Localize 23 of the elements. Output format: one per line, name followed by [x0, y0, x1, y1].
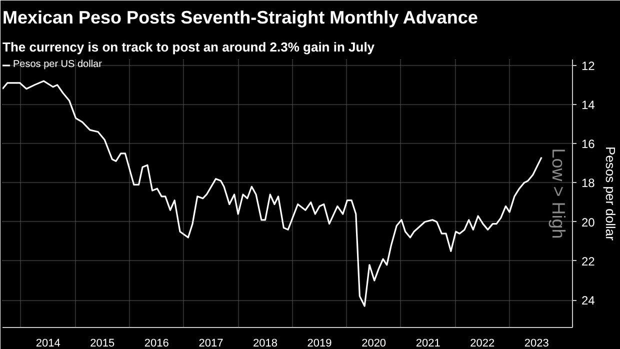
x-tick-label: 2017: [198, 338, 224, 349]
legend-label: Pesos per US dollar: [13, 59, 102, 70]
y-tick-label: 24: [582, 294, 596, 308]
x-tick-label: 2014: [36, 338, 60, 349]
x-tick-label: 2015: [90, 338, 115, 349]
y-tick-label: 14: [582, 98, 596, 112]
y-tick-label: 16: [582, 137, 596, 152]
y-tick-label: 22: [582, 254, 596, 268]
y-axis-title: Pesos per dollar: [602, 146, 618, 242]
x-tick-label: 2022: [470, 338, 495, 349]
x-tick-label: 2021: [416, 338, 440, 349]
line-series: [2, 80, 542, 307]
chart-title: Mexican Peso Posts Seventh-Straight Monthly Advance: [2, 8, 478, 28]
x-tick-label: 2016: [144, 338, 169, 349]
x-tick-label: 2019: [307, 338, 332, 349]
y-tick-label: 18: [582, 176, 596, 190]
y-tick-label: 20: [582, 215, 596, 230]
y-tick-label: 12: [582, 58, 596, 73]
chart-subtitle: The currency is on track to post an around 2.3% gain in July: [2, 40, 376, 54]
annotation: Low > High: [548, 148, 568, 239]
x-tick-label: 2018: [253, 338, 278, 349]
x-tick-label: 2023: [524, 338, 549, 349]
x-tick-label: 2020: [362, 338, 386, 349]
